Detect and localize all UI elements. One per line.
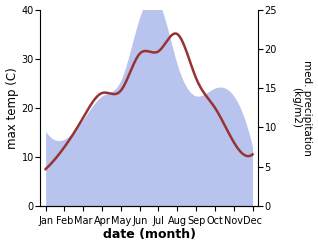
Y-axis label: max temp (C): max temp (C) [5,67,18,149]
X-axis label: date (month): date (month) [103,228,196,242]
Y-axis label: med. precipitation
(kg/m2): med. precipitation (kg/m2) [291,60,313,156]
